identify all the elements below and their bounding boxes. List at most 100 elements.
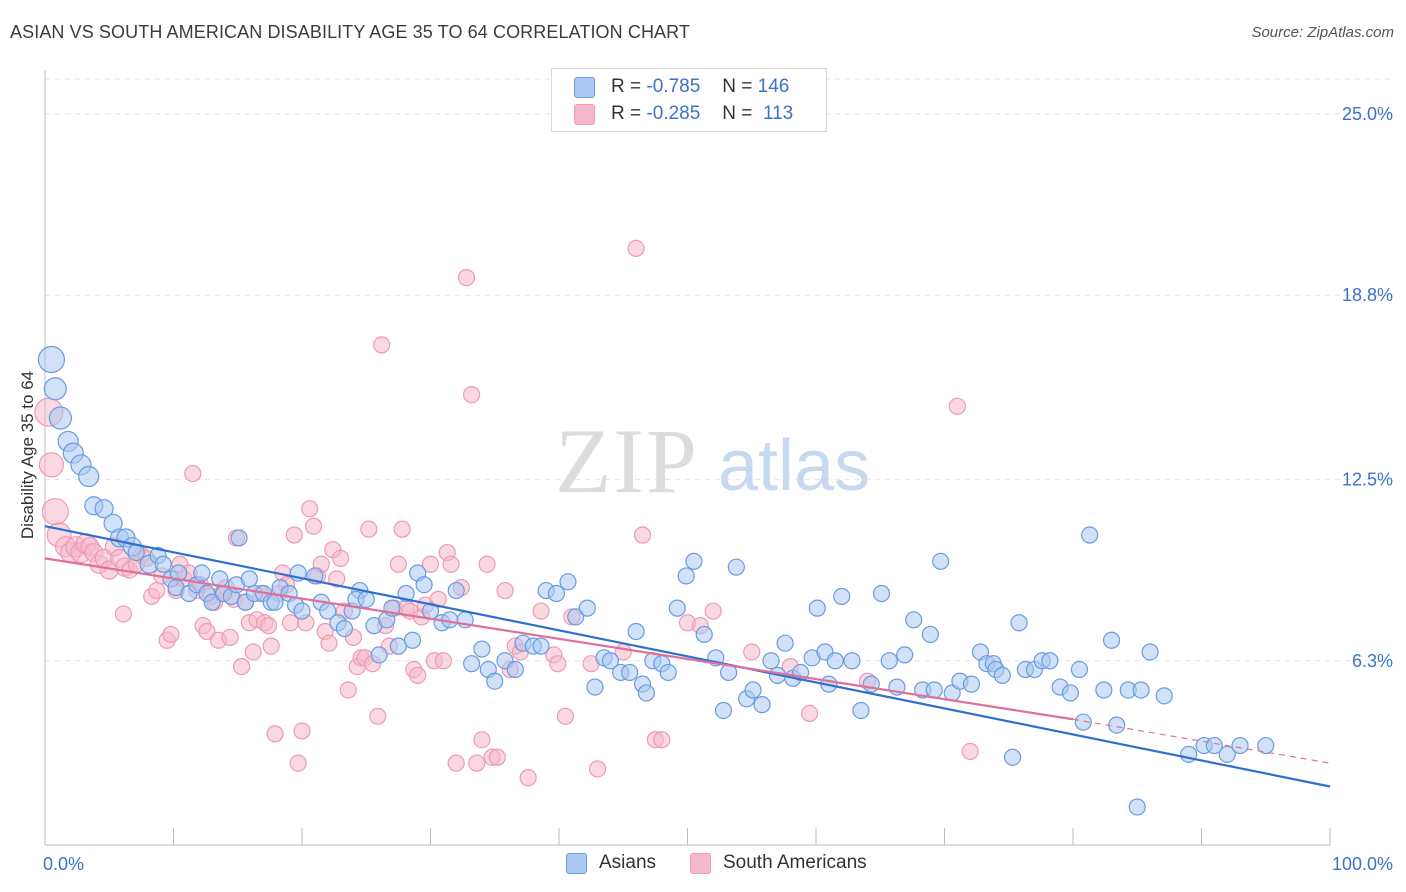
data-point xyxy=(627,622,645,641)
legend-swatch-south-americans xyxy=(574,103,595,125)
data-point xyxy=(1132,681,1150,699)
stats-legend: R = -0.785 N = 146 R = -0.285 N = 113 xyxy=(551,68,827,132)
data-point xyxy=(1061,684,1080,702)
bottom-legend-asians: Asians xyxy=(566,852,656,874)
data-point xyxy=(48,406,73,430)
data-point xyxy=(262,637,280,655)
data-point xyxy=(360,520,378,538)
data-point xyxy=(488,748,506,766)
data-point xyxy=(556,707,575,725)
data-point xyxy=(685,552,703,570)
data-point xyxy=(193,564,211,582)
data-point xyxy=(184,464,202,483)
data-point xyxy=(369,707,387,725)
trend-lines xyxy=(44,525,1331,788)
data-point xyxy=(932,552,950,570)
source-label: Source: ZipAtlas.com xyxy=(1251,24,1394,41)
data-point xyxy=(704,602,722,620)
data-point xyxy=(880,652,898,670)
data-point xyxy=(457,269,476,287)
data-point xyxy=(1041,652,1059,670)
data-point xyxy=(826,652,844,670)
data-point xyxy=(266,725,284,743)
data-point xyxy=(403,631,422,649)
bottom-legend-south-americans: South Americans xyxy=(690,852,867,874)
data-point xyxy=(43,377,67,401)
data-point xyxy=(762,652,780,670)
trend-line-asians xyxy=(44,525,1331,788)
data-point xyxy=(532,637,550,655)
data-point xyxy=(993,666,1011,684)
data-point xyxy=(905,611,923,629)
legend-n-label: N = xyxy=(722,76,753,97)
bottom-legend-swatch-south-americans xyxy=(690,852,711,874)
data-point xyxy=(320,634,338,652)
data-point xyxy=(357,590,375,608)
data-point xyxy=(921,625,939,644)
data-point xyxy=(339,681,357,699)
data-point xyxy=(659,663,677,682)
data-point xyxy=(468,754,486,772)
data-point xyxy=(808,599,826,617)
bottom-legend-label-south-americans: South Americans xyxy=(723,852,867,873)
data-point xyxy=(198,622,216,641)
data-point xyxy=(285,526,303,544)
data-point xyxy=(486,672,504,690)
data-point xyxy=(1010,614,1028,632)
data-point xyxy=(1004,748,1022,766)
data-point xyxy=(1128,798,1146,816)
y-tick-label: 18.8% xyxy=(1342,285,1393,305)
data-point xyxy=(266,593,284,611)
data-point xyxy=(567,608,585,626)
data-point xyxy=(221,628,239,646)
legend-r-label: R = xyxy=(611,103,642,124)
data-point xyxy=(586,678,604,696)
data-point xyxy=(328,570,346,588)
tick-labels: 6.3% 12.5% 18.8% 25.0% 0.0% 100.0% xyxy=(43,104,1393,874)
data-point xyxy=(154,555,172,573)
data-point xyxy=(1218,745,1236,763)
data-point xyxy=(162,625,180,644)
data-point xyxy=(948,397,966,415)
data-point xyxy=(114,605,132,623)
data-point xyxy=(331,549,350,567)
y-tick-label: 12.5% xyxy=(1342,469,1393,489)
x-tick-label: 100.0% xyxy=(1332,854,1393,874)
data-point xyxy=(244,643,262,661)
data-point xyxy=(1081,526,1099,544)
data-point xyxy=(463,386,481,404)
data-point xyxy=(78,465,100,488)
data-point xyxy=(148,581,166,600)
data-point xyxy=(833,587,851,606)
data-point xyxy=(1074,713,1092,731)
data-point xyxy=(633,526,652,544)
data-point xyxy=(38,452,65,478)
data-point xyxy=(211,570,229,588)
data-point xyxy=(1108,716,1126,734)
data-point xyxy=(1095,681,1113,699)
chart-title: ASIAN VS SOUTH AMERICAN DISABILITY AGE 3… xyxy=(10,22,691,42)
data-point xyxy=(240,570,258,588)
legend-row-south-americans: R = -0.285 N = 113 xyxy=(574,101,793,127)
watermark: ZIP atlas xyxy=(555,410,870,512)
data-point xyxy=(744,681,762,699)
data-point xyxy=(370,646,388,664)
data-point xyxy=(463,655,481,673)
data-point xyxy=(301,500,319,518)
data-point xyxy=(478,555,496,573)
data-point xyxy=(668,599,686,617)
data-point xyxy=(727,558,745,576)
data-point xyxy=(677,567,695,585)
data-point xyxy=(373,336,391,354)
legend-n-value: 146 xyxy=(757,76,790,97)
data-point xyxy=(37,345,66,374)
data-point xyxy=(588,760,607,778)
data-point xyxy=(776,634,794,652)
data-point xyxy=(415,576,433,594)
data-point xyxy=(233,658,251,676)
data-point xyxy=(442,555,460,573)
data-point xyxy=(434,652,452,670)
data-point xyxy=(289,754,307,772)
data-point xyxy=(714,701,733,720)
